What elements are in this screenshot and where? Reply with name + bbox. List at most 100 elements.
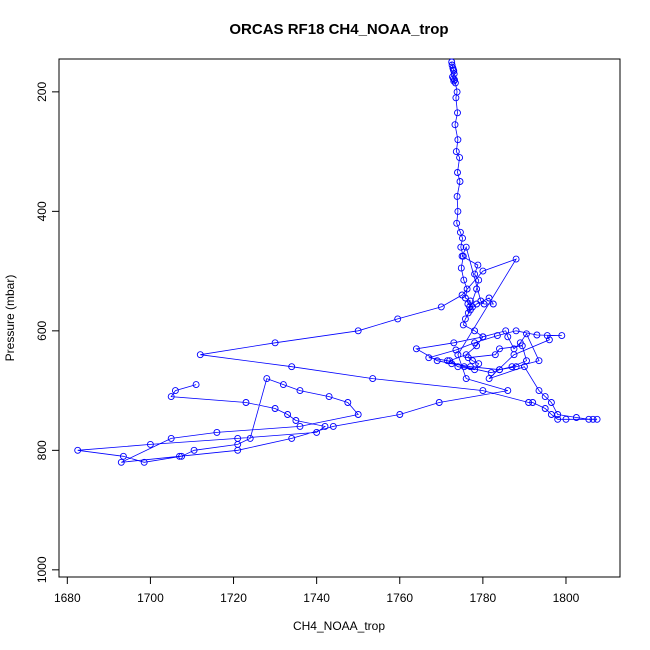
data-point bbox=[475, 360, 483, 368]
data-point bbox=[547, 399, 555, 406]
data-point bbox=[593, 415, 601, 423]
data-point bbox=[572, 414, 580, 421]
data-point bbox=[459, 321, 467, 329]
data-point bbox=[496, 366, 503, 374]
data-point bbox=[449, 75, 457, 83]
data-point bbox=[452, 346, 460, 354]
data-point bbox=[473, 285, 481, 293]
data-point bbox=[451, 79, 459, 87]
data-point bbox=[520, 363, 528, 371]
data-point bbox=[457, 264, 465, 272]
data-point bbox=[471, 366, 479, 374]
data-point bbox=[457, 243, 465, 251]
data-point bbox=[171, 387, 179, 395]
data-point bbox=[589, 415, 597, 423]
data-point bbox=[545, 336, 553, 344]
data-point bbox=[213, 428, 221, 436]
data-point bbox=[271, 339, 279, 347]
y-tick-label: 800 bbox=[35, 440, 49, 460]
data-point bbox=[450, 339, 458, 347]
data-point bbox=[529, 399, 537, 406]
x-axis-label: CH4_NOAA_trop bbox=[293, 619, 385, 633]
data-point bbox=[242, 399, 250, 406]
data-point bbox=[119, 452, 127, 460]
data-point bbox=[412, 345, 420, 353]
data-point bbox=[329, 422, 337, 430]
data-point bbox=[459, 234, 466, 242]
data-point bbox=[518, 342, 526, 350]
data-point bbox=[479, 267, 487, 275]
series-line bbox=[77, 61, 598, 463]
x-tick-label: 1800 bbox=[553, 591, 580, 605]
data-point bbox=[479, 333, 487, 341]
data-point bbox=[525, 399, 533, 406]
data-point bbox=[502, 327, 510, 335]
data-point bbox=[558, 332, 566, 340]
data-point bbox=[451, 76, 459, 84]
data-point bbox=[74, 446, 82, 454]
data-point bbox=[433, 357, 441, 365]
data-point bbox=[284, 411, 292, 418]
data-point bbox=[354, 411, 362, 418]
chart-title: ORCAS RF18 CH4_NOAA_trop bbox=[229, 21, 448, 38]
data-point bbox=[435, 399, 443, 406]
data-point bbox=[512, 327, 520, 335]
data-point bbox=[489, 300, 497, 308]
data-point bbox=[543, 332, 551, 340]
data-point bbox=[263, 375, 271, 383]
data-point bbox=[453, 219, 461, 227]
data-point bbox=[460, 276, 468, 284]
data-point bbox=[562, 415, 570, 423]
data-point bbox=[585, 415, 593, 423]
data-point bbox=[437, 303, 445, 311]
data-point bbox=[192, 381, 200, 389]
data-point bbox=[288, 363, 296, 371]
data-point bbox=[508, 363, 516, 371]
data-point bbox=[369, 375, 377, 383]
data-point bbox=[446, 357, 454, 365]
data-point bbox=[246, 434, 254, 442]
data-point bbox=[450, 77, 458, 85]
data-point bbox=[491, 351, 499, 359]
data-point bbox=[460, 363, 468, 371]
data-point bbox=[512, 255, 520, 263]
data-point bbox=[456, 228, 464, 236]
data-point bbox=[504, 333, 512, 341]
plot-frame bbox=[58, 58, 621, 578]
data-point bbox=[321, 422, 329, 430]
data-point bbox=[471, 327, 479, 335]
y-tick-label: 200 bbox=[35, 82, 49, 102]
data-point bbox=[479, 387, 487, 395]
data-point bbox=[535, 387, 543, 395]
data-point bbox=[190, 446, 198, 454]
data-point bbox=[454, 136, 462, 144]
data-point bbox=[354, 327, 362, 335]
data-point bbox=[535, 357, 543, 365]
data-point bbox=[176, 452, 183, 460]
data-point bbox=[473, 300, 481, 308]
data-point bbox=[496, 345, 503, 353]
data-point bbox=[464, 354, 472, 362]
data-point bbox=[296, 387, 304, 395]
data-point bbox=[271, 405, 279, 412]
data-point bbox=[344, 399, 352, 406]
data-point bbox=[456, 154, 464, 162]
data-point bbox=[292, 417, 300, 424]
x-tick-label: 1760 bbox=[386, 591, 413, 605]
data-point bbox=[279, 381, 287, 389]
data-point bbox=[485, 375, 493, 383]
data-point bbox=[475, 276, 483, 284]
x-tick-label: 1720 bbox=[220, 591, 247, 605]
y-tick-label: 1000 bbox=[35, 556, 49, 583]
data-point bbox=[462, 375, 470, 383]
data-point bbox=[504, 387, 512, 395]
data-point bbox=[167, 434, 175, 442]
data-point bbox=[178, 452, 186, 460]
x-tick-label: 1780 bbox=[470, 591, 497, 605]
data-point bbox=[234, 434, 242, 442]
y-axis-label: Pressure (mbar) bbox=[3, 275, 17, 362]
y-tick-label: 400 bbox=[35, 201, 49, 221]
data-point bbox=[487, 369, 495, 377]
data-point bbox=[541, 393, 549, 401]
